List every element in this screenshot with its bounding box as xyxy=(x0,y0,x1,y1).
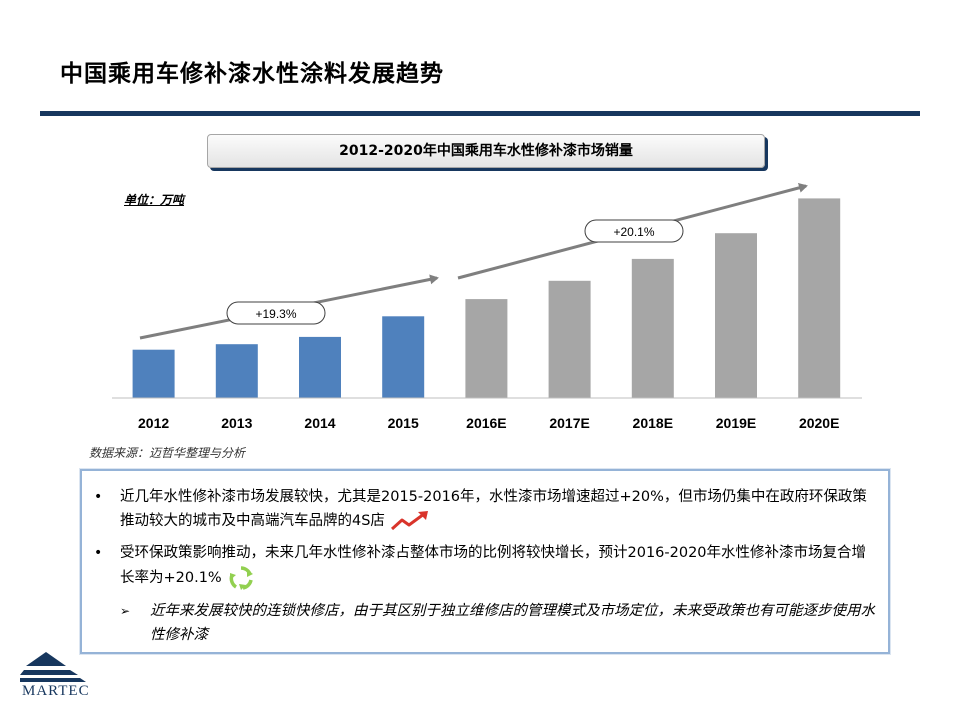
bar-2019E xyxy=(715,233,757,398)
cagr-callout-forecast: +20.1% xyxy=(584,219,684,243)
bar-chart: 2012 2013 2014 2015 2016E 2017E 2018E 2019E 2020… xyxy=(112,182,862,431)
sub-bullet-text: 近年来发展较快的连锁快修店，由于其区别于独立维修店的管理模式及市场定位，未来受政… xyxy=(150,603,875,643)
data-source: 数据来源：迈哲华整理与分析 xyxy=(89,446,246,460)
x-tick-label-2020E: 2020E xyxy=(799,415,839,431)
unit-label: 单位：万吨 xyxy=(124,193,185,207)
bar-2017E xyxy=(548,280,591,398)
x-tick-label-2017E: 2017E xyxy=(549,415,589,431)
bar-2018E xyxy=(631,258,674,398)
bar-2020E xyxy=(798,198,841,398)
page-title: 中国乘用车修补漆水性涂料发展趋势 xyxy=(60,61,444,87)
trend-up-icon xyxy=(390,511,428,531)
x-tick-label-2013: 2013 xyxy=(221,415,252,431)
recycle-icon xyxy=(229,566,254,590)
bullet-dot-icon: • xyxy=(94,489,103,505)
cagr-label-forecast: +20.1% xyxy=(613,225,654,239)
x-tick-label-2014: 2014 xyxy=(304,415,335,431)
bullet-text-1: 近几年水性修补漆市场发展较快，尤其是2015-2016年，水性漆市场增速超过+2… xyxy=(120,489,867,529)
bar-2012 xyxy=(132,349,175,398)
bar-2013 xyxy=(215,344,258,398)
x-tick-label-2016E: 2016E xyxy=(466,415,506,431)
arrow-bullet-icon: ➢ xyxy=(120,604,131,618)
x-tick-label-2015: 2015 xyxy=(388,415,419,431)
bullet-dot-icon: • xyxy=(94,545,103,561)
x-tick-label-2012: 2012 xyxy=(138,415,169,431)
logo-text: MARTEC xyxy=(22,683,90,699)
summary-box: • 近几年水性修补漆市场发展较快，尤其是2015-2016年，水性漆市场增速超过… xyxy=(80,469,890,654)
x-tick-label-2019E: 2019E xyxy=(716,415,756,431)
title-divider xyxy=(40,111,920,116)
chart-title: 2012-2020年中国乘用车水性修补漆市场销量 xyxy=(207,134,765,168)
bar-2014 xyxy=(299,336,341,398)
bullet-text-2: 受环保政策影响推动，未来几年水性修补漆占整体市场的比例将较快增长，预计2016-… xyxy=(120,545,867,586)
bar-2015 xyxy=(382,316,425,398)
bar-2016E xyxy=(465,299,508,398)
cagr-callout-historical: +19.3% xyxy=(226,301,326,325)
x-tick-label-2018E: 2018E xyxy=(633,415,673,431)
martec-logo xyxy=(20,652,86,682)
cagr-label-historical: +19.3% xyxy=(255,307,296,321)
